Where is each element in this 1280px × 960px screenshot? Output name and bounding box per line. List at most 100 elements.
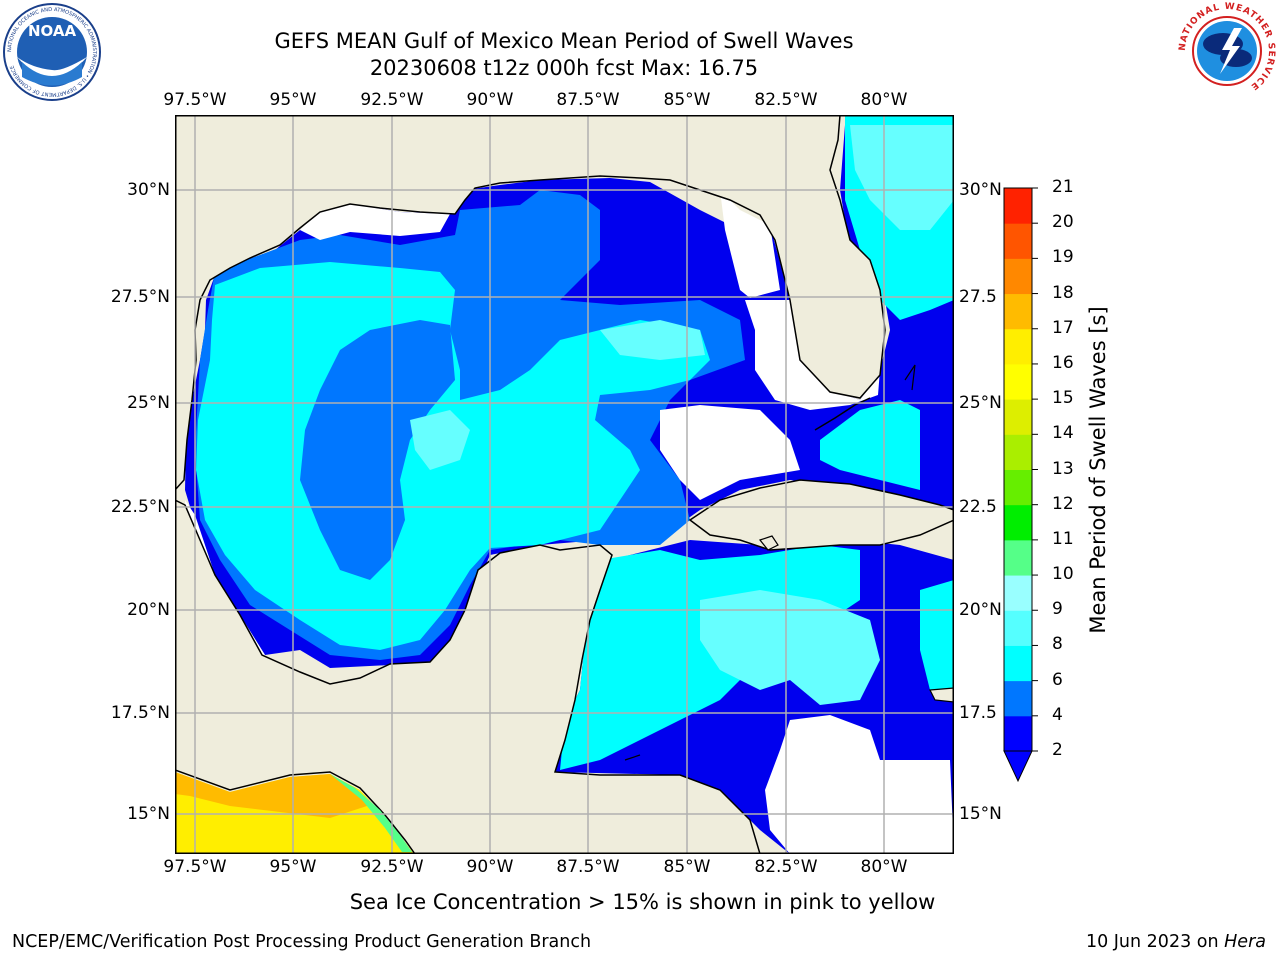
colorbar-segment <box>1004 188 1032 224</box>
lat-tick-right: 30°N <box>959 180 1002 200</box>
lat-tick-right: 15°N <box>959 804 1002 824</box>
island-pines <box>758 535 779 551</box>
island-cayman <box>624 754 641 761</box>
colorbar-tick-label: 21 <box>1052 177 1074 197</box>
lon-tick-top: 87.5°W <box>556 90 620 110</box>
colorbar-tick-labels: 2 4 6 8 9 10 11 12 13 14 15 16 17 18 19 20 21 <box>1052 0 1092 960</box>
colorbar-tick-label: 4 <box>1052 704 1063 725</box>
colorbar-segment <box>1004 680 1032 717</box>
colorbar-tick-label: 10 <box>1052 564 1074 585</box>
light-cyan-streak-1 <box>600 320 705 360</box>
colorbar-tick-label: 15 <box>1052 388 1074 409</box>
colorbar-segment <box>1004 645 1032 682</box>
map-frame <box>174 114 955 855</box>
lat-tick-left: 17.5°N <box>110 703 170 723</box>
pacific-fill-orange <box>175 772 370 818</box>
nodata-fl-shelf <box>745 300 880 410</box>
noaa-logo-text: NOAA <box>28 22 77 40</box>
colorbar-tick-label: 17 <box>1052 317 1074 338</box>
lon-tick-bottom: 85°W <box>663 857 711 877</box>
colorbar <box>1000 186 1045 786</box>
colorbar-tick-label: 20 <box>1052 212 1074 233</box>
lon-tick-bottom: 97.5°W <box>163 857 227 877</box>
lon-tick-top: 85°W <box>663 90 711 110</box>
map-svg <box>174 114 955 855</box>
lat-tick-left: 30°N <box>127 180 170 200</box>
sea-ice-annotation: Sea Ice Concentration > 15% is shown in … <box>0 890 1280 914</box>
colorbar-extend-triangle <box>1003 750 1033 783</box>
lon-tick-bottom: 82.5°W <box>754 857 818 877</box>
lat-tick-left: 27.5°N <box>110 287 170 307</box>
colorbar-tick-label: 8 <box>1052 634 1063 655</box>
nodata-big-bend <box>720 190 780 298</box>
colorbar-segment <box>1004 399 1032 435</box>
colorbar-segment <box>1004 434 1032 470</box>
footer-date: 10 Jun 2023 on Hera <box>1086 932 1266 952</box>
gridlines <box>175 115 954 854</box>
nws-logo: NATIONAL WEATHER SERVICE <box>1176 0 1278 102</box>
light-cyan-caribbean <box>700 590 880 705</box>
lon-tick-top: 80°W <box>860 90 908 110</box>
colorbar-tick-label: 16 <box>1052 352 1074 373</box>
colorbar-segment <box>1004 469 1032 506</box>
colorbar-tick-label: 11 <box>1052 528 1074 549</box>
lon-tick-top: 97.5°W <box>163 90 227 110</box>
florida-keys <box>814 397 871 431</box>
cyan-field-keys <box>820 400 920 490</box>
colorbar-tick-label: 18 <box>1052 282 1074 303</box>
lon-tick-bottom: 90°W <box>466 857 514 877</box>
footer-branch: NCEP/EMC/Verification Post Processing Pr… <box>12 932 592 952</box>
colorbar-tick-label: 12 <box>1052 493 1074 514</box>
colorbar-segment <box>1004 715 1032 752</box>
map-panel <box>174 114 955 855</box>
bahamas-andros <box>904 364 916 391</box>
sea-ice-annotation-text: Sea Ice Concentration > 15% is shown in … <box>349 890 936 914</box>
colorbar-segment <box>1004 504 1032 541</box>
lat-tick-left: 22.5°N <box>110 497 170 517</box>
nodata-caribbean-se <box>765 715 954 854</box>
lat-tick-right: 25°N <box>959 393 1002 413</box>
colorbar-segment <box>1004 328 1032 365</box>
colorbar-label: Mean Period of Swell Waves [s] <box>1086 306 1110 634</box>
lon-tick-top: 82.5°W <box>754 90 818 110</box>
colorbar-tick-label: 6 <box>1052 669 1063 690</box>
lat-tick-right: 17.5 <box>959 703 997 723</box>
colorbar-tick-label: 13 <box>1052 458 1074 479</box>
mexico-land <box>175 499 761 854</box>
lon-tick-bottom: 95°W <box>269 857 317 877</box>
footer-machine: Hera <box>1224 932 1266 952</box>
light-cyan-atlantic <box>850 125 954 230</box>
lat-tick-left: 15°N <box>127 804 170 824</box>
colorbar-segment <box>1004 363 1032 400</box>
light-cyan-streak-2 <box>410 410 470 470</box>
nodata-west-coast <box>185 500 265 660</box>
nodata-east-gulf <box>660 405 800 500</box>
lat-tick-right: 27.5 <box>959 287 997 307</box>
lat-tick-right: 22.5 <box>959 497 997 517</box>
lon-tick-top: 95°W <box>269 90 317 110</box>
colorbar-svg <box>1003 187 1038 783</box>
noaa-logo: NOAA NATIONAL OCEANIC AND ATMOSPHERIC AD… <box>2 2 102 102</box>
central-america-pacific-coast <box>175 769 416 854</box>
lat-tick-right: 20°N <box>959 600 1002 620</box>
colorbar-segment <box>1004 258 1032 295</box>
lat-tick-left: 25°N <box>127 393 170 413</box>
colorbar-segment <box>1004 223 1032 259</box>
chart-title: GEFS MEAN Gulf of Mexico Mean Period of … <box>274 29 854 53</box>
colorbar-tick-label: 9 <box>1052 599 1063 620</box>
lon-tick-top: 90°W <box>466 90 514 110</box>
lon-tick-top: 92.5°W <box>360 90 424 110</box>
colorbar-segment <box>1004 293 1032 330</box>
nodata-louisiana <box>300 204 450 240</box>
lon-tick-bottom: 80°W <box>860 857 908 877</box>
footer-date-text: 10 Jun 2023 on <box>1085 932 1225 952</box>
chart-subtitle: 20230608 t12z 000h fcst Max: 16.75 <box>369 56 759 80</box>
colorbar-tick-label: 14 <box>1052 423 1074 444</box>
lat-tick-left: 20°N <box>127 600 170 620</box>
lon-tick-bottom: 92.5°W <box>360 857 424 877</box>
colorbar-tick-label: 2 <box>1052 740 1063 760</box>
island-jamaica <box>929 687 954 703</box>
inner-blue-west <box>300 320 455 580</box>
colorbar-segment <box>1004 539 1032 576</box>
colorbar-segment <box>1004 575 1032 611</box>
